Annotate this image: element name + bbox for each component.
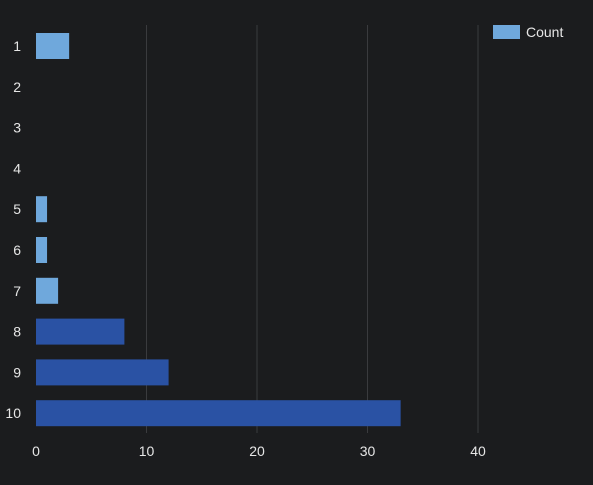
x-axis-labels: 0 10 20 30 40 bbox=[32, 443, 486, 459]
y-category-label: 9 bbox=[13, 364, 21, 380]
x-tick-label: 30 bbox=[360, 443, 376, 459]
bar-9[interactable] bbox=[36, 359, 169, 386]
bar-1[interactable] bbox=[36, 33, 70, 59]
y-category-label: 4 bbox=[13, 160, 21, 176]
bar-10[interactable] bbox=[36, 400, 401, 427]
grid-lines bbox=[146, 25, 479, 433]
y-category-label: 3 bbox=[13, 120, 21, 136]
y-category-label: 6 bbox=[13, 242, 21, 258]
y-category-label: 10 bbox=[5, 405, 21, 421]
bar-7[interactable] bbox=[36, 277, 59, 304]
bars bbox=[36, 33, 401, 427]
x-tick-label: 20 bbox=[249, 443, 265, 459]
y-category-label: 8 bbox=[13, 324, 21, 340]
x-tick-label: 40 bbox=[470, 443, 486, 459]
bar-8[interactable] bbox=[36, 318, 125, 345]
x-tick-label: 0 bbox=[32, 443, 40, 459]
bar-5[interactable] bbox=[36, 196, 48, 223]
y-category-label: 1 bbox=[13, 38, 21, 54]
x-tick-label: 10 bbox=[139, 443, 155, 459]
legend-swatch bbox=[493, 25, 520, 39]
y-axis-labels: 1 2 3 4 5 6 7 8 9 10 bbox=[5, 38, 21, 421]
legend-label: Count bbox=[526, 24, 563, 40]
legend: Count bbox=[493, 24, 563, 40]
y-category-label: 2 bbox=[13, 79, 21, 95]
y-category-label: 7 bbox=[13, 283, 21, 299]
y-category-label: 5 bbox=[13, 201, 21, 217]
bar-6[interactable] bbox=[36, 237, 48, 263]
